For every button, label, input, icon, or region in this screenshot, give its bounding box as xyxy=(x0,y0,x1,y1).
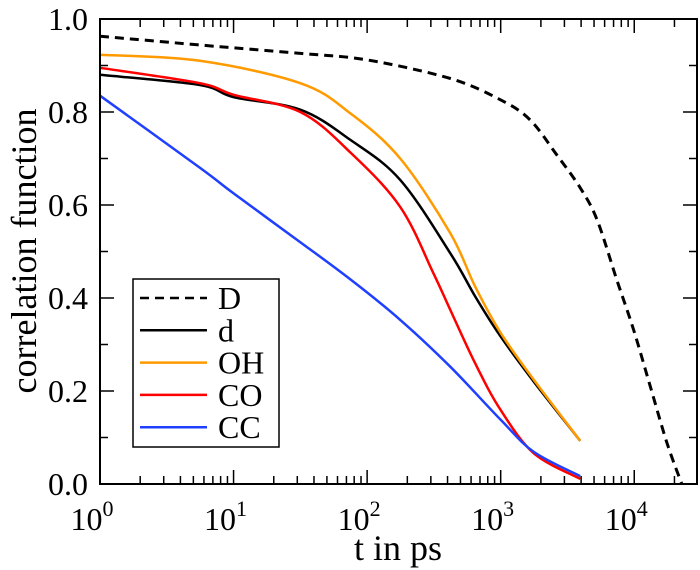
y-tick-label: 0.2 xyxy=(48,373,88,409)
y-axis-label: correlation function xyxy=(4,109,44,394)
y-tick-label: 1.0 xyxy=(48,1,88,37)
legend-label: CO xyxy=(218,377,262,413)
legend-label: D xyxy=(218,280,241,316)
x-tick-labels: 100 101 102 103 104 xyxy=(71,496,648,537)
legend-label: OH xyxy=(218,345,264,381)
x-tick-label-base: 10 xyxy=(338,501,370,537)
x-tick-label-base: 10 xyxy=(204,501,236,537)
x-tick-label: 100 xyxy=(71,496,114,537)
plot-frame xyxy=(99,18,698,485)
x-tick-label: 103 xyxy=(471,496,514,537)
x-tick-label: 102 xyxy=(338,496,381,537)
y-tick-label: 0.4 xyxy=(48,280,88,316)
x-tick-label: 101 xyxy=(204,496,247,537)
x-tick-label-exponent: 1 xyxy=(236,496,247,521)
x-tick-label: 104 xyxy=(605,496,648,537)
x-tick-label-base: 10 xyxy=(71,501,103,537)
y-tick-label: 0.6 xyxy=(48,187,88,223)
series-line-CC xyxy=(99,94,581,478)
x-tick-label-exponent: 0 xyxy=(103,496,114,521)
series-lines xyxy=(99,34,684,485)
legend-label: d xyxy=(218,312,234,348)
y-tick-label: 0.0 xyxy=(48,466,88,502)
x-tick-label-base: 10 xyxy=(605,501,637,537)
x-tick-label-base: 10 xyxy=(471,501,503,537)
series-line-CO xyxy=(99,66,581,481)
x-tick-label-exponent: 4 xyxy=(637,496,648,521)
y-tick-labels: 0.0 0.2 0.4 0.6 0.8 1.0 xyxy=(48,1,88,502)
legend-label: CC xyxy=(218,409,261,445)
series-line-OH xyxy=(99,53,582,442)
x-tick-label-exponent: 2 xyxy=(370,496,381,521)
series-line-d xyxy=(99,73,582,442)
x-axis-label: t in ps xyxy=(354,528,442,568)
x-tick-label-exponent: 3 xyxy=(503,496,514,521)
axis-ticks xyxy=(99,18,697,485)
y-tick-label: 0.8 xyxy=(48,94,88,130)
